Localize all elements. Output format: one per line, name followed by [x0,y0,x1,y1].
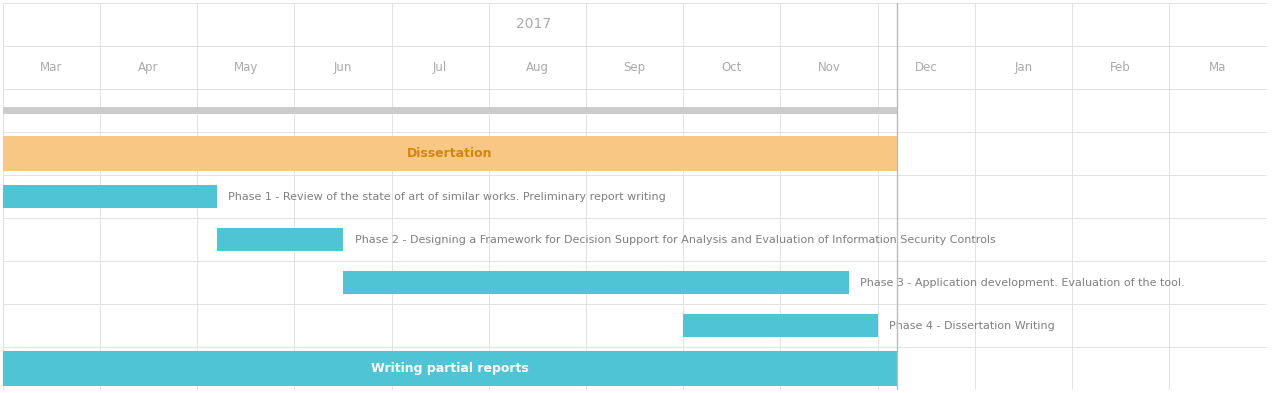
FancyBboxPatch shape [3,185,217,208]
Text: Jun: Jun [334,61,352,74]
FancyBboxPatch shape [3,351,897,386]
Text: Jul: Jul [433,61,448,74]
FancyBboxPatch shape [217,228,343,252]
Text: Feb: Feb [1110,61,1131,74]
Text: Nov: Nov [818,61,841,74]
FancyBboxPatch shape [343,271,849,294]
Text: Apr: Apr [138,61,158,74]
Text: Oct: Oct [722,61,743,74]
Text: Mar: Mar [41,61,63,74]
FancyBboxPatch shape [3,136,897,171]
Text: Phase 3 - Application development. Evaluation of the tool.: Phase 3 - Application development. Evalu… [860,277,1185,288]
Text: Phase 2 - Designing a Framework for Decision Support for Analysis and Evaluation: Phase 2 - Designing a Framework for Deci… [355,235,995,244]
FancyBboxPatch shape [683,314,878,338]
Text: May: May [234,61,258,74]
Text: Sep: Sep [624,61,646,74]
Text: Jan: Jan [1014,61,1032,74]
Text: Dissertation: Dissertation [407,147,493,160]
Text: Aug: Aug [526,61,549,74]
Text: Phase 1 - Review of the state of art of similar works. Preliminary report writin: Phase 1 - Review of the state of art of … [228,191,666,202]
Text: Phase 4 - Dissertation Writing: Phase 4 - Dissertation Writing [889,321,1055,331]
Text: Dec: Dec [915,61,938,74]
FancyBboxPatch shape [3,107,897,114]
Text: Writing partial reports: Writing partial reports [371,362,528,375]
Text: 2017: 2017 [516,17,551,31]
Text: Ma: Ma [1210,61,1226,74]
